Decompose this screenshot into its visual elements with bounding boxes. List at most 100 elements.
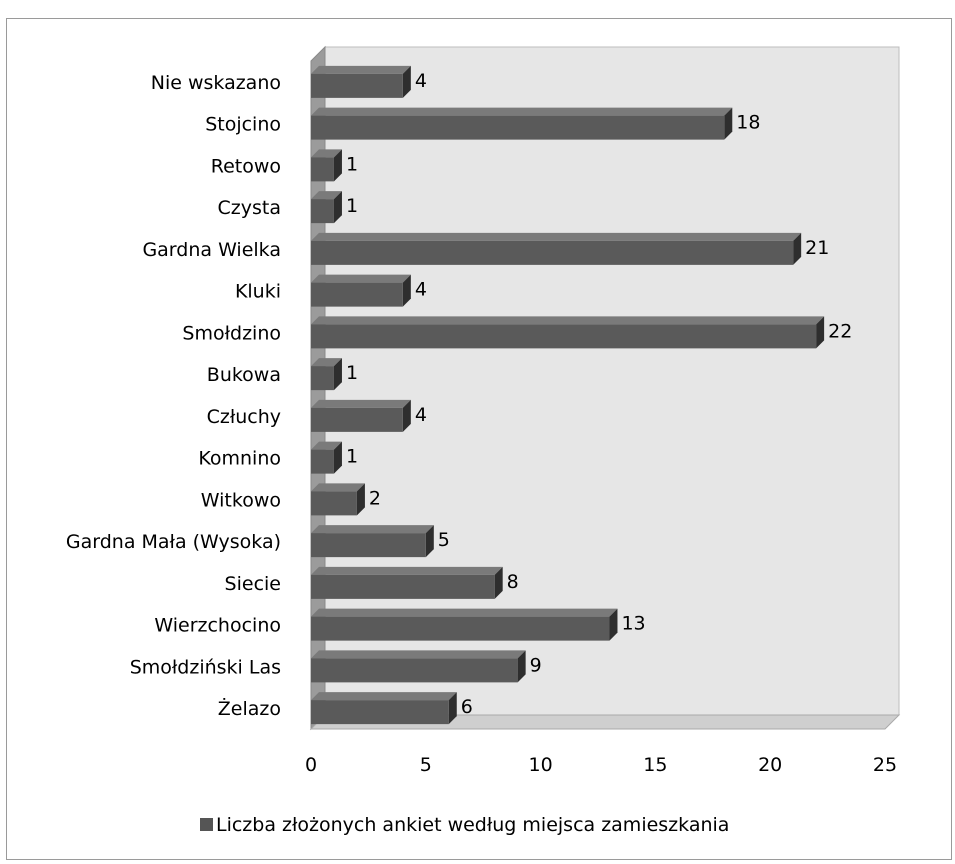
chart-bars xyxy=(311,65,825,725)
legend-swatch xyxy=(200,818,213,831)
data-label: 21 xyxy=(805,237,829,259)
data-label: 4 xyxy=(415,279,427,301)
bar xyxy=(311,525,434,558)
bar-end xyxy=(402,274,411,307)
x-axis-ticks: 0 5 10 15 20 25 xyxy=(305,754,897,776)
bar xyxy=(311,566,503,599)
bar-end xyxy=(333,358,342,391)
legend-label: Liczba złożonych ankiet według miejsca z… xyxy=(216,814,729,836)
bar-top xyxy=(311,149,342,158)
bar-top xyxy=(311,525,434,534)
bar-front xyxy=(311,115,725,140)
category-label: Kluki xyxy=(235,281,281,303)
category-label: Komnino xyxy=(198,448,281,470)
bar xyxy=(311,232,802,265)
x-tick-label: 25 xyxy=(873,754,897,776)
category-label: Nie wskazano xyxy=(151,72,281,94)
bar-end xyxy=(425,525,434,558)
bar-front xyxy=(311,658,518,683)
bar-front xyxy=(311,574,495,599)
category-label: Smołdziński Las xyxy=(130,656,281,678)
bar-end xyxy=(333,149,342,182)
bar-top xyxy=(311,65,411,74)
data-label: 9 xyxy=(530,654,542,676)
category-label: Czysta xyxy=(218,197,281,219)
bar-end xyxy=(402,65,411,98)
x-tick-label: 10 xyxy=(529,754,553,776)
data-label: 13 xyxy=(621,613,645,635)
data-label: 5 xyxy=(438,529,450,551)
data-label: 4 xyxy=(415,70,427,92)
category-label: Żelazo xyxy=(218,697,281,720)
data-label: 4 xyxy=(415,404,427,426)
bar xyxy=(311,316,825,349)
bar xyxy=(311,441,342,474)
bar-front xyxy=(311,73,403,98)
x-tick-label: 5 xyxy=(420,754,432,776)
category-label: Gardna Mała (Wysoka) xyxy=(66,531,281,553)
bar-front xyxy=(311,407,403,432)
bar xyxy=(311,399,411,432)
bar xyxy=(311,107,733,140)
x-tick-label: 0 xyxy=(305,754,317,776)
category-labels: Nie wskazano Stojcino Retowo Czysta Gardna W… xyxy=(66,72,281,720)
data-label: 6 xyxy=(461,696,473,718)
data-label: 22 xyxy=(828,320,852,342)
data-label: 1 xyxy=(346,153,358,175)
bar-top xyxy=(311,441,342,450)
bar-end xyxy=(333,191,342,224)
category-label: Siecie xyxy=(225,573,281,595)
bar xyxy=(311,358,342,391)
bar-front xyxy=(311,700,449,725)
bar-end xyxy=(793,232,802,265)
bar-front xyxy=(311,199,334,224)
data-label: 1 xyxy=(346,362,358,384)
data-label: 1 xyxy=(346,195,358,217)
data-label: 18 xyxy=(736,112,760,134)
bar-end xyxy=(724,107,733,140)
bar-top xyxy=(311,358,342,367)
bar-top xyxy=(311,399,411,408)
bar xyxy=(311,149,342,182)
data-label: 8 xyxy=(507,571,519,593)
bar-front xyxy=(311,240,794,265)
bar-top xyxy=(311,650,526,659)
bar-front xyxy=(311,324,817,349)
category-label: Smołdzino xyxy=(182,322,281,344)
category-label: Gardna Wielka xyxy=(142,239,281,261)
page-header-fragment xyxy=(0,0,955,18)
bar-end xyxy=(494,566,503,599)
category-label: Bukowa xyxy=(207,364,281,386)
bar-end xyxy=(517,650,526,683)
bar-chart: Nie wskazano Stojcino Retowo Czysta Gardna W… xyxy=(66,45,901,836)
bar xyxy=(311,608,618,641)
bar-top xyxy=(311,608,618,617)
bar-front xyxy=(311,491,357,516)
bar-end xyxy=(816,316,825,349)
bar xyxy=(311,274,411,307)
bar-end xyxy=(448,692,457,725)
bar-front xyxy=(311,366,334,391)
bar-end xyxy=(402,399,411,432)
bar-end xyxy=(356,483,365,516)
category-label: Stojcino xyxy=(205,114,281,136)
x-tick-label: 20 xyxy=(758,754,782,776)
bar xyxy=(311,191,342,224)
bar-top xyxy=(311,232,802,241)
category-label: Retowo xyxy=(211,155,281,177)
bar-front xyxy=(311,616,610,641)
category-label: Witkowo xyxy=(201,489,281,511)
x-tick-label: 15 xyxy=(643,754,667,776)
bar-front xyxy=(311,157,334,182)
bar-front xyxy=(311,282,403,307)
bar-end xyxy=(609,608,618,641)
data-label: 1 xyxy=(346,446,358,468)
data-label: 2 xyxy=(369,487,381,509)
bar-front xyxy=(311,533,426,558)
bar xyxy=(311,650,526,683)
bar-top xyxy=(311,692,457,701)
bar-top xyxy=(311,107,733,116)
bar xyxy=(311,483,365,516)
bar-top xyxy=(311,316,825,325)
bar-end xyxy=(333,441,342,474)
